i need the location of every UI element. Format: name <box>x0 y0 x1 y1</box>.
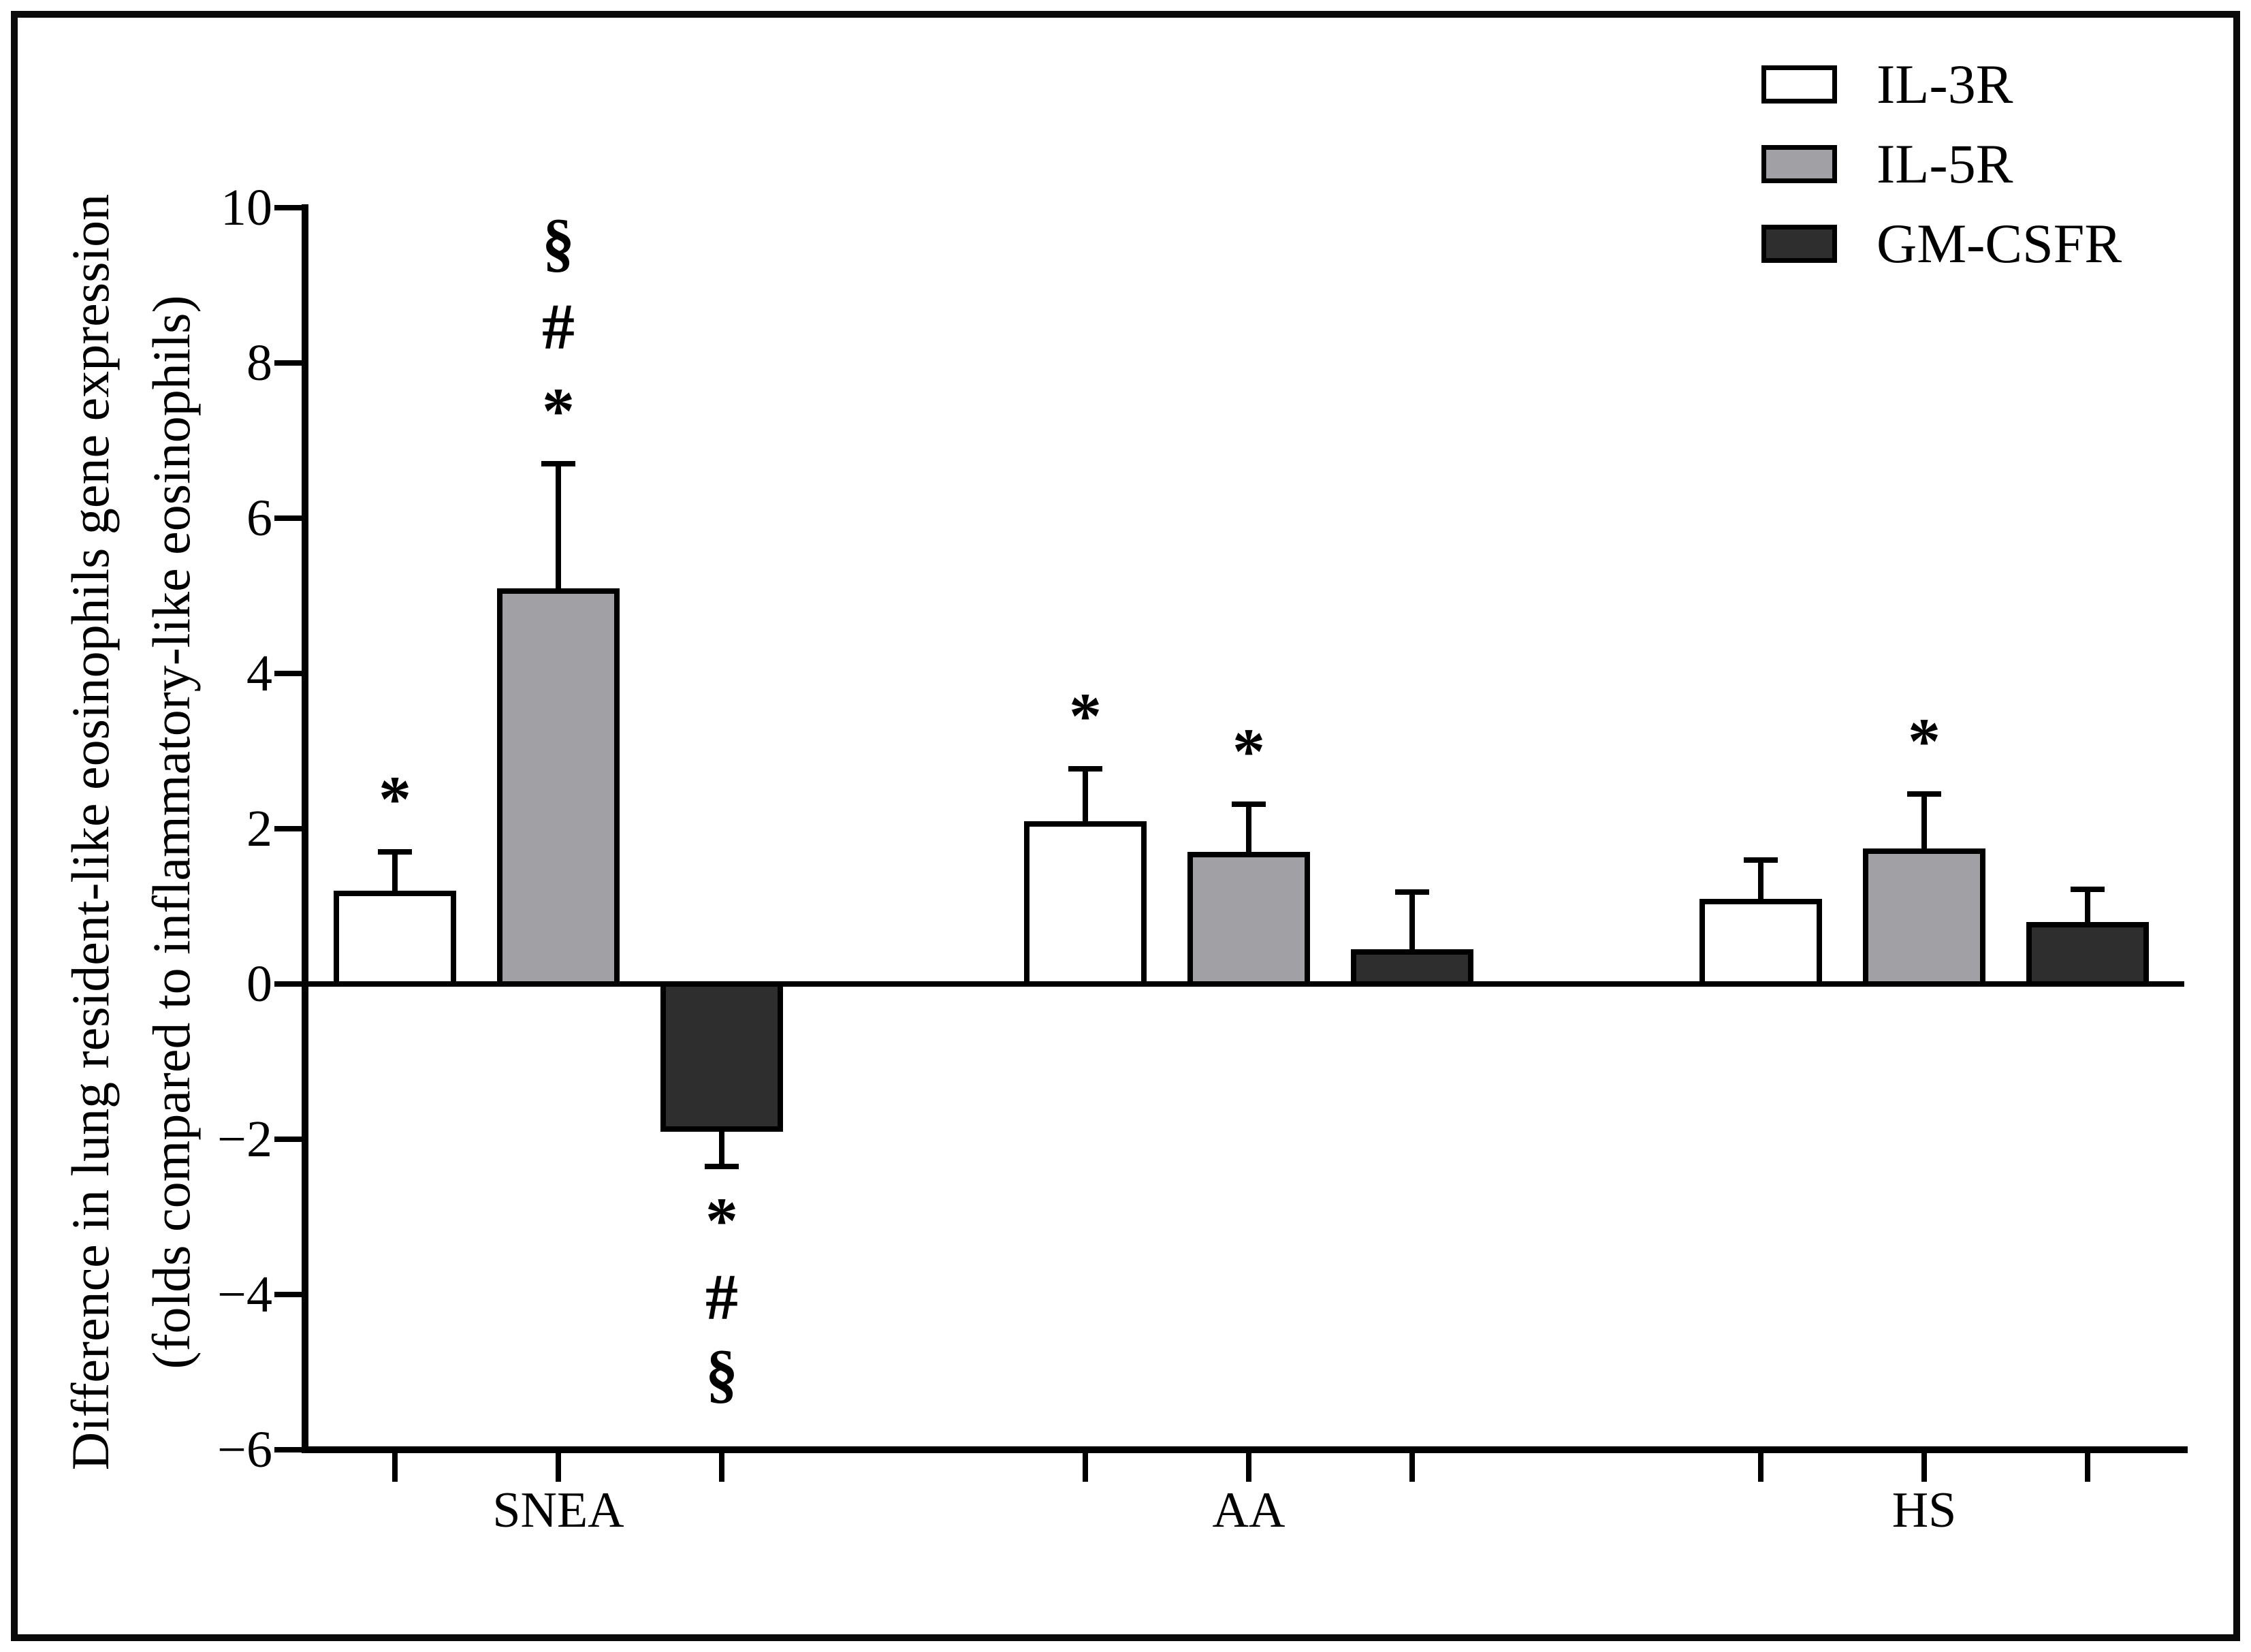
bar-HS-IL-5R <box>1863 848 1985 987</box>
figure-outer-border <box>11 11 2240 1641</box>
significance-symbol-AA-IL-5R-0: * <box>1232 714 1265 788</box>
bar-SNEA-IL-5R <box>497 588 620 987</box>
error-bar-stem-AA-IL-5R <box>1246 804 1251 859</box>
error-bar-stem-HS-IL-3R <box>1758 859 1763 906</box>
bar-SNEA-GM-CSFR <box>660 981 783 1132</box>
y-axis-tick-label: 2 <box>246 800 272 857</box>
y-axis-tick-label: 10 <box>221 179 272 236</box>
error-bar-stem-SNEA-IL-3R <box>392 852 398 898</box>
error-bar-cap-AA-GM-CSFR <box>1395 889 1429 895</box>
error-bar-cap-SNEA-GM-CSFR <box>705 1163 739 1169</box>
y-axis-tick <box>274 826 302 831</box>
y-axis-tick-label: 0 <box>246 955 272 1013</box>
legend-label-IL-5R: IL-5R <box>1877 133 2013 195</box>
x-axis-tick <box>719 1453 724 1482</box>
significance-symbol-SNEA-IL-5R-2: * <box>542 375 575 448</box>
significance-symbol-AA-IL-3R-0: * <box>1069 680 1102 753</box>
x-axis-line <box>302 1446 2188 1453</box>
error-bar-stem-HS-GM-CSFR <box>2085 889 2090 929</box>
error-bar-cap-HS-IL-5R <box>1907 791 1941 797</box>
bar-SNEA-IL-3R <box>334 891 456 987</box>
significance-symbol-SNEA-IL-3R-0: * <box>379 763 411 836</box>
significance-symbol-SNEA-GM-CSFR-2: § <box>705 1336 738 1410</box>
y-axis-tick-label: −2 <box>217 1111 272 1168</box>
y-axis-tick <box>274 205 302 210</box>
y-axis-tick <box>274 1137 302 1142</box>
legend-swatch-GM-CSFR <box>1761 225 1837 263</box>
bar-AA-IL-3R <box>1024 821 1147 987</box>
error-bar-cap-HS-IL-3R <box>1744 857 1778 863</box>
x-axis-tick <box>1246 1453 1251 1482</box>
y-axis-tick-label: 4 <box>246 645 272 702</box>
y-axis-tick <box>274 515 302 521</box>
bar-AA-GM-CSFR <box>1351 949 1473 987</box>
significance-symbol-SNEA-IL-5R-1: # <box>542 290 575 364</box>
x-axis-tick <box>1758 1453 1763 1482</box>
error-bar-cap-HS-GM-CSFR <box>2071 886 2105 892</box>
x-axis-group-label: SNEA <box>492 1482 624 1538</box>
x-axis-tick <box>1083 1453 1088 1482</box>
error-bar-cap-SNEA-IL-3R <box>378 849 412 855</box>
significance-symbol-SNEA-GM-CSFR-1: # <box>705 1260 738 1333</box>
error-bar-stem-AA-GM-CSFR <box>1409 892 1415 956</box>
x-axis-tick <box>1921 1453 1927 1482</box>
error-bar-stem-HS-IL-5R <box>1921 793 1927 855</box>
error-bar-stem-AA-IL-3R <box>1083 769 1088 828</box>
legend-swatch-IL-3R <box>1761 65 1837 104</box>
y-axis-tick <box>274 1292 302 1297</box>
y-axis-tick <box>274 981 302 987</box>
y-axis-tick <box>274 671 302 676</box>
x-axis-tick <box>1409 1453 1415 1482</box>
y-axis-line <box>302 204 308 1453</box>
significance-symbol-HS-IL-5R-0: * <box>1908 704 1941 778</box>
legend-label-GM-CSFR: GM-CSFR <box>1877 212 2122 274</box>
y-axis-tick-label: 8 <box>246 334 272 392</box>
x-axis-tick <box>556 1453 561 1482</box>
bar-AA-IL-5R <box>1187 852 1310 987</box>
y-axis-tick-label: −4 <box>217 1266 272 1323</box>
y-axis-tick-label: 6 <box>246 490 272 547</box>
bar-HS-IL-3R <box>1699 898 1822 987</box>
y-axis-tick <box>274 360 302 366</box>
legend-label-IL-3R: IL-3R <box>1877 53 2013 115</box>
error-bar-cap-AA-IL-5R <box>1232 801 1266 807</box>
significance-symbol-SNEA-GM-CSFR-0: * <box>705 1184 738 1257</box>
significance-symbol-SNEA-IL-5R-0: § <box>542 206 575 279</box>
error-bar-cap-SNEA-IL-5R <box>541 461 575 467</box>
error-bar-stem-SNEA-GM-CSFR <box>719 1124 724 1166</box>
y-axis-tick-label: −6 <box>217 1421 272 1478</box>
legend-swatch-IL-5R <box>1761 145 1837 183</box>
x-axis-tick <box>2085 1453 2090 1482</box>
x-axis-group-label: AA <box>1212 1482 1286 1538</box>
y-axis-tick <box>274 1447 302 1452</box>
bar-HS-GM-CSFR <box>2026 921 2149 987</box>
error-bar-stem-SNEA-IL-5R <box>556 464 561 595</box>
x-axis-group-label: HS <box>1891 1482 1957 1538</box>
error-bar-cap-AA-IL-3R <box>1068 766 1102 772</box>
x-axis-tick <box>392 1453 398 1482</box>
